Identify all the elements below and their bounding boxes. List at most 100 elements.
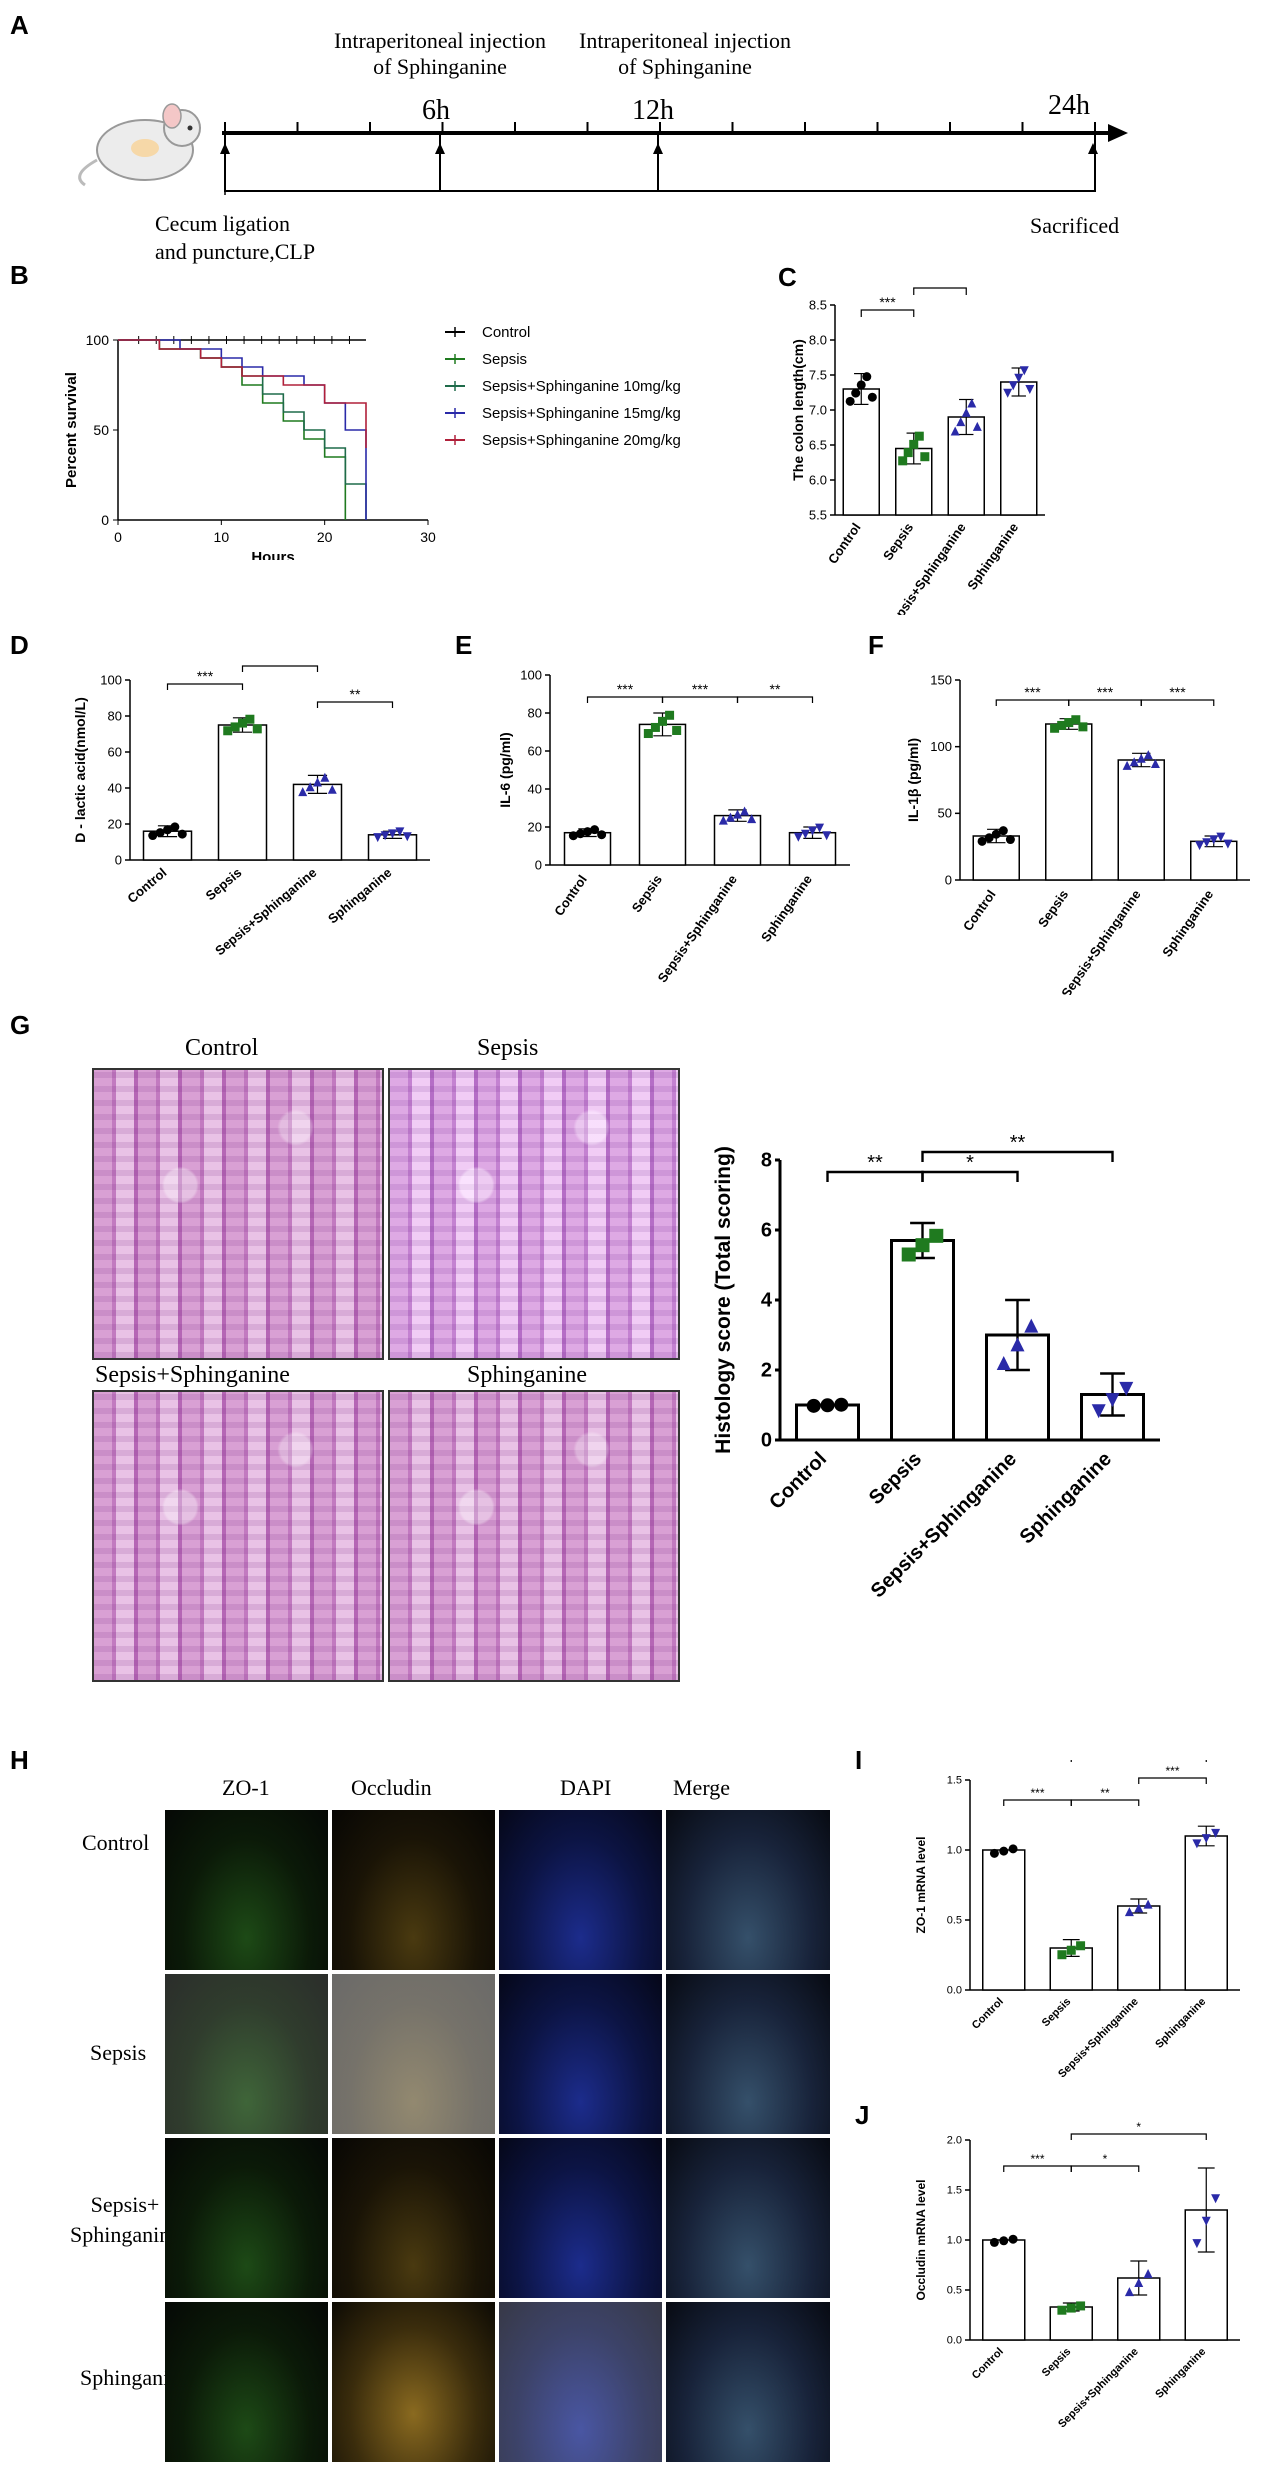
- data-point: [961, 407, 971, 417]
- il1b-chart: 0 50 100 150 IL-1β (pg/ml) Control SepsisSepsi…: [905, 672, 1250, 995]
- significance-marker: **: [1100, 1786, 1110, 1800]
- y-tick-label: 7.5: [809, 367, 827, 382]
- histology-image-control: [92, 1068, 384, 1360]
- category-label: Sphinganine: [758, 872, 815, 944]
- y-tick-label: 100: [100, 672, 122, 687]
- y-tick-label: 6.5: [809, 437, 827, 452]
- y-tick-label: 0: [115, 852, 122, 867]
- y-tick-label: 5.5: [809, 507, 827, 522]
- data-point: [1105, 1393, 1120, 1408]
- fluor-col-merge: Merge: [673, 1775, 731, 1800]
- data-point: [989, 1848, 999, 1858]
- data-point: [1057, 2305, 1067, 2315]
- data-point: [901, 1247, 916, 1262]
- bar: [1184, 2209, 1228, 2341]
- time-12h: 12h: [632, 95, 674, 126]
- data-point: [996, 1356, 1011, 1370]
- timeline-diagram: [78, 103, 1128, 195]
- histology-image-sphinganine: [388, 1390, 680, 1682]
- data-point: [177, 829, 187, 839]
- category-label: Sphinganine: [1153, 2346, 1208, 2401]
- y-tick-label: 100: [86, 332, 110, 348]
- data-point: [590, 825, 600, 835]
- data-point: [1076, 1941, 1086, 1951]
- histology-score-chart: 0 2 4 6 8 Histology score (Total scoring) Cont…: [712, 1132, 1160, 1602]
- data-point: [1119, 1381, 1134, 1396]
- y-axis-label: IL-1β (pg/ml): [905, 738, 921, 822]
- timeline-ticks: [224, 122, 1096, 133]
- category-label: Sepsis: [880, 520, 916, 563]
- legend-label: Sepsis+Sphinganine 15mg/kg: [482, 405, 681, 422]
- significance-marker: *: [1136, 2120, 1141, 2134]
- data-point: [1134, 1903, 1144, 1913]
- x-tick-label: 10: [214, 529, 230, 545]
- significance-marker: ***: [272, 660, 289, 666]
- data-point: [999, 2236, 1009, 2246]
- significance-bracket: [1003, 1799, 1072, 1806]
- y-axis-label: ZO-1 mRNA level: [914, 1837, 928, 1934]
- significance-marker: ***: [197, 668, 214, 684]
- fluor-grid: [165, 1810, 830, 2462]
- data-point: [1195, 841, 1205, 851]
- il6-chart: 0 20 40 60 80 100 IL-6 (pg/ml) Control SepsisSep…: [497, 667, 850, 985]
- y-tick-label: 50: [938, 806, 952, 821]
- significance-marker: **: [1010, 1132, 1026, 1154]
- category-label: Sphinganine: [964, 520, 1021, 592]
- data-point: [568, 831, 578, 841]
- significance-marker: ***: [1169, 684, 1186, 700]
- data-point: [856, 380, 866, 390]
- clp-line1: Cecum ligation: [155, 211, 291, 236]
- data-point: [845, 396, 855, 406]
- significance-marker: ***: [692, 681, 709, 697]
- data-point: [820, 1398, 835, 1413]
- data-point: [740, 806, 750, 816]
- category-label: Control: [970, 2346, 1006, 2382]
- data-point: [672, 725, 682, 735]
- y-tick-label: 2: [761, 1360, 772, 1382]
- y-tick-label: 8.5: [809, 297, 827, 312]
- data-point: [665, 710, 675, 720]
- y-tick-label: 0: [945, 872, 952, 887]
- data-point: [1122, 760, 1132, 770]
- data-point: [725, 812, 735, 822]
- data-point: [170, 822, 180, 832]
- histology-label-sepsis: Sepsis: [477, 1035, 539, 1061]
- data-point: [989, 2237, 999, 2247]
- bar: [1000, 381, 1038, 516]
- data-point: [1192, 2239, 1202, 2249]
- category-label: Sepsis: [1040, 2346, 1074, 2380]
- data-point: [223, 726, 233, 736]
- data-point: [305, 782, 315, 792]
- data-point: [1066, 2303, 1076, 2313]
- significance-bracket: [860, 309, 915, 317]
- histology-image-sepsis: [388, 1068, 680, 1360]
- y-tick-label: 1.0: [947, 1845, 962, 1857]
- legend-label: Sepsis+Sphinganine 20mg/kg: [482, 432, 681, 449]
- data-point: [1091, 1404, 1106, 1419]
- data-point: [851, 388, 861, 398]
- injection-1-line1: Intraperitoneal injection: [334, 28, 546, 53]
- significance-marker: **: [350, 686, 361, 702]
- panel-letter-d: D: [10, 630, 29, 660]
- significance-bracket: [241, 665, 319, 672]
- fluor-sepsis-sphinganine-occludin: [332, 2138, 495, 2298]
- data-point: [1019, 366, 1029, 376]
- data-point: [1057, 1950, 1067, 1960]
- data-point: [395, 827, 405, 837]
- data-point: [1136, 753, 1146, 763]
- data-point: [650, 722, 660, 732]
- data-point: [597, 830, 607, 840]
- bar: [1184, 1835, 1228, 1991]
- bar: [1045, 723, 1093, 881]
- data-point: [298, 787, 308, 797]
- data-point: [252, 724, 262, 734]
- significance-bracket: [921, 1150, 1114, 1162]
- mouse-icon: [78, 103, 201, 187]
- significance-bracket: [1003, 2165, 1072, 2172]
- significance-marker: ***: [1165, 1764, 1179, 1778]
- data-point: [815, 823, 825, 833]
- data-point: [1008, 381, 1018, 391]
- data-point: [1008, 1844, 1018, 1854]
- data-point: [1209, 835, 1219, 845]
- category-label: Sepsis+Sphinganine: [655, 872, 740, 985]
